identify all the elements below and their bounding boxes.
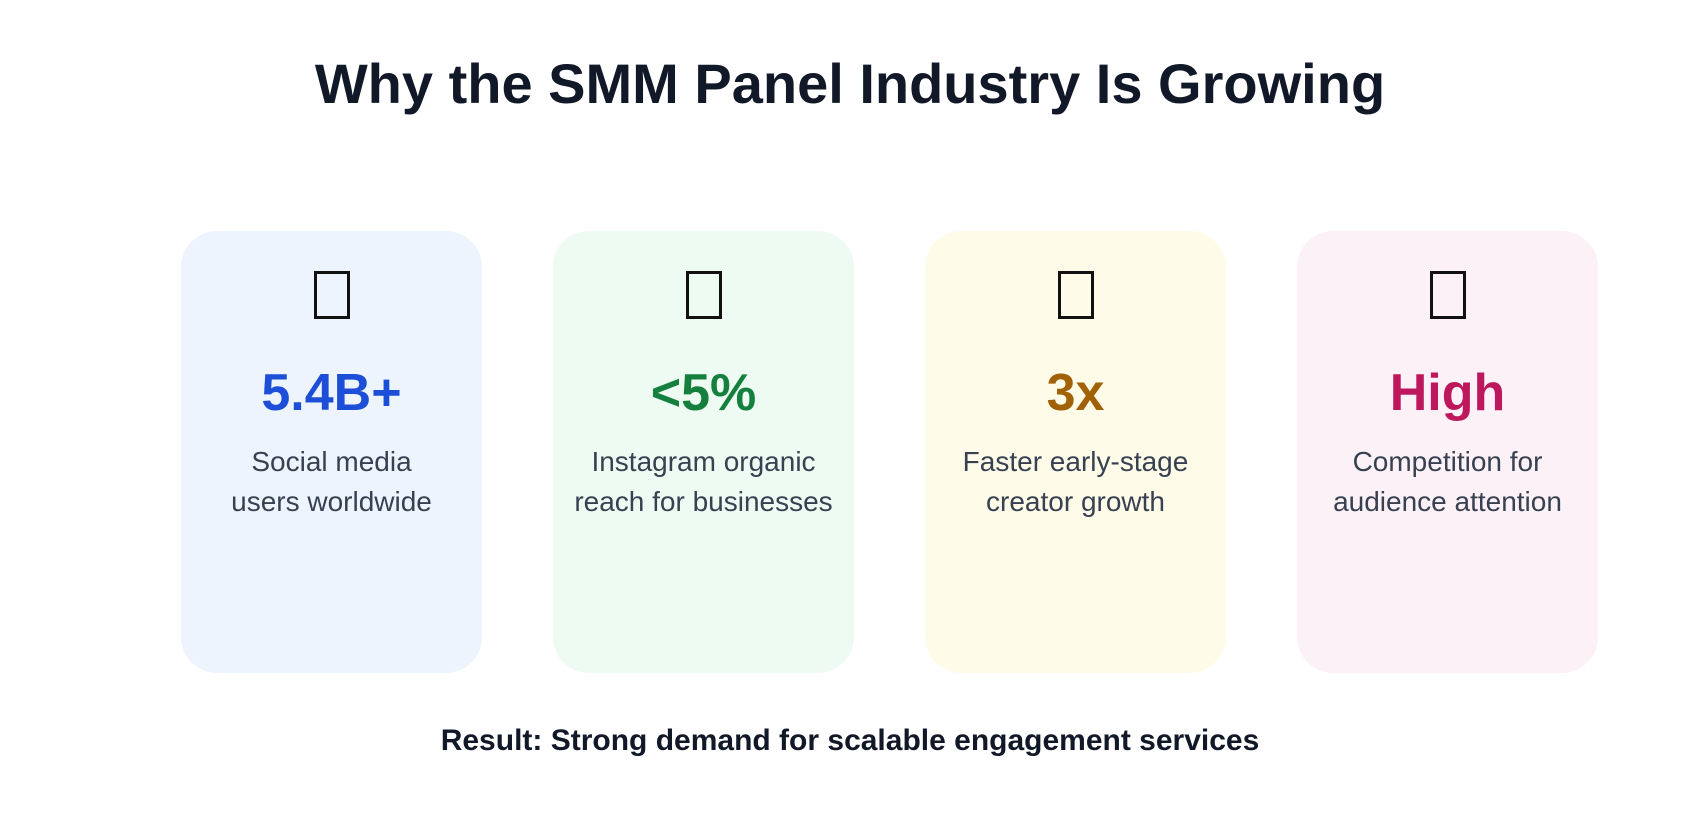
stat-description-line: Faster early-stage xyxy=(962,446,1189,477)
result-summary: Result: Strong demand for scalable engag… xyxy=(440,724,1260,757)
missing-glyph-icon xyxy=(313,271,350,319)
stat-card-competition: High Competition for audience attention xyxy=(1297,231,1598,673)
stat-description: Competition for audience attention xyxy=(1307,442,1588,522)
stat-description-line: users worldwide xyxy=(231,486,432,517)
missing-glyph-icon xyxy=(1429,271,1466,319)
stat-value: <5% xyxy=(650,364,757,422)
stat-description: Faster early-stage creator growth xyxy=(935,442,1216,522)
missing-glyph-icon xyxy=(1057,271,1094,319)
stat-description: Instagram organic reach for businesses xyxy=(563,442,844,522)
stat-description-line: Instagram organic xyxy=(591,446,816,477)
stat-description: Social media users worldwide xyxy=(191,442,472,522)
missing-glyph-icon xyxy=(685,271,722,319)
stat-description-line: audience attention xyxy=(1333,486,1562,517)
stat-card-social-users: 5.4B+ Social media users worldwide xyxy=(181,231,482,673)
stat-card-creator-growth: 3x Faster early-stage creator growth xyxy=(925,231,1226,673)
stat-value: 3x xyxy=(1046,364,1105,422)
stat-description-line: Competition for xyxy=(1352,446,1543,477)
stat-description-line: creator growth xyxy=(986,486,1165,517)
stat-card-organic-reach: <5% Instagram organic reach for business… xyxy=(553,231,854,673)
page-title: Why the SMM Panel Industry Is Growing xyxy=(314,52,1386,115)
stat-description-line: reach for businesses xyxy=(574,486,833,517)
stat-value: High xyxy=(1389,364,1506,422)
stat-description-line: Social media xyxy=(251,446,412,477)
stat-value: 5.4B+ xyxy=(261,364,402,422)
